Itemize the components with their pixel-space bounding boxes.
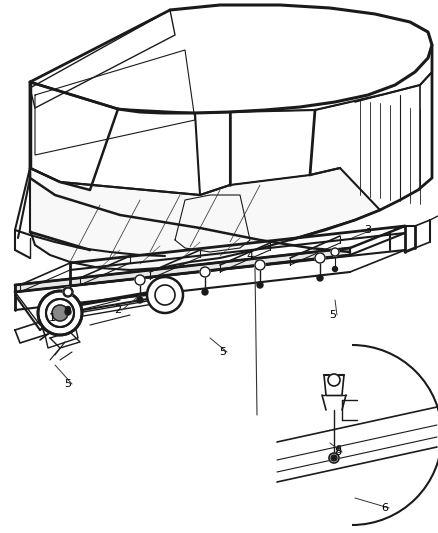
- Circle shape: [65, 309, 71, 315]
- Text: 6: 6: [381, 503, 389, 513]
- Text: 8: 8: [335, 445, 341, 455]
- Circle shape: [317, 275, 323, 281]
- Circle shape: [332, 266, 338, 271]
- Circle shape: [135, 275, 145, 285]
- Circle shape: [38, 291, 82, 335]
- Text: 5: 5: [219, 347, 226, 357]
- Circle shape: [66, 306, 71, 311]
- Circle shape: [46, 299, 74, 327]
- Text: 3: 3: [364, 225, 371, 235]
- Polygon shape: [30, 168, 380, 270]
- Circle shape: [257, 282, 263, 288]
- Circle shape: [137, 297, 143, 303]
- Circle shape: [255, 260, 265, 270]
- Circle shape: [147, 277, 183, 313]
- Circle shape: [64, 288, 72, 296]
- Circle shape: [155, 285, 175, 305]
- Polygon shape: [15, 248, 350, 292]
- Circle shape: [200, 267, 210, 277]
- Circle shape: [331, 248, 339, 256]
- Circle shape: [331, 455, 337, 461]
- Text: 5: 5: [64, 379, 71, 389]
- Circle shape: [202, 289, 208, 295]
- Circle shape: [63, 287, 73, 297]
- Circle shape: [52, 305, 68, 321]
- Text: 5: 5: [329, 310, 336, 320]
- Text: 2: 2: [114, 305, 122, 315]
- Text: 1: 1: [49, 313, 56, 323]
- Text: 8: 8: [335, 447, 342, 457]
- Circle shape: [315, 253, 325, 263]
- Circle shape: [328, 374, 340, 386]
- Circle shape: [329, 453, 339, 463]
- Text: 4: 4: [247, 251, 254, 261]
